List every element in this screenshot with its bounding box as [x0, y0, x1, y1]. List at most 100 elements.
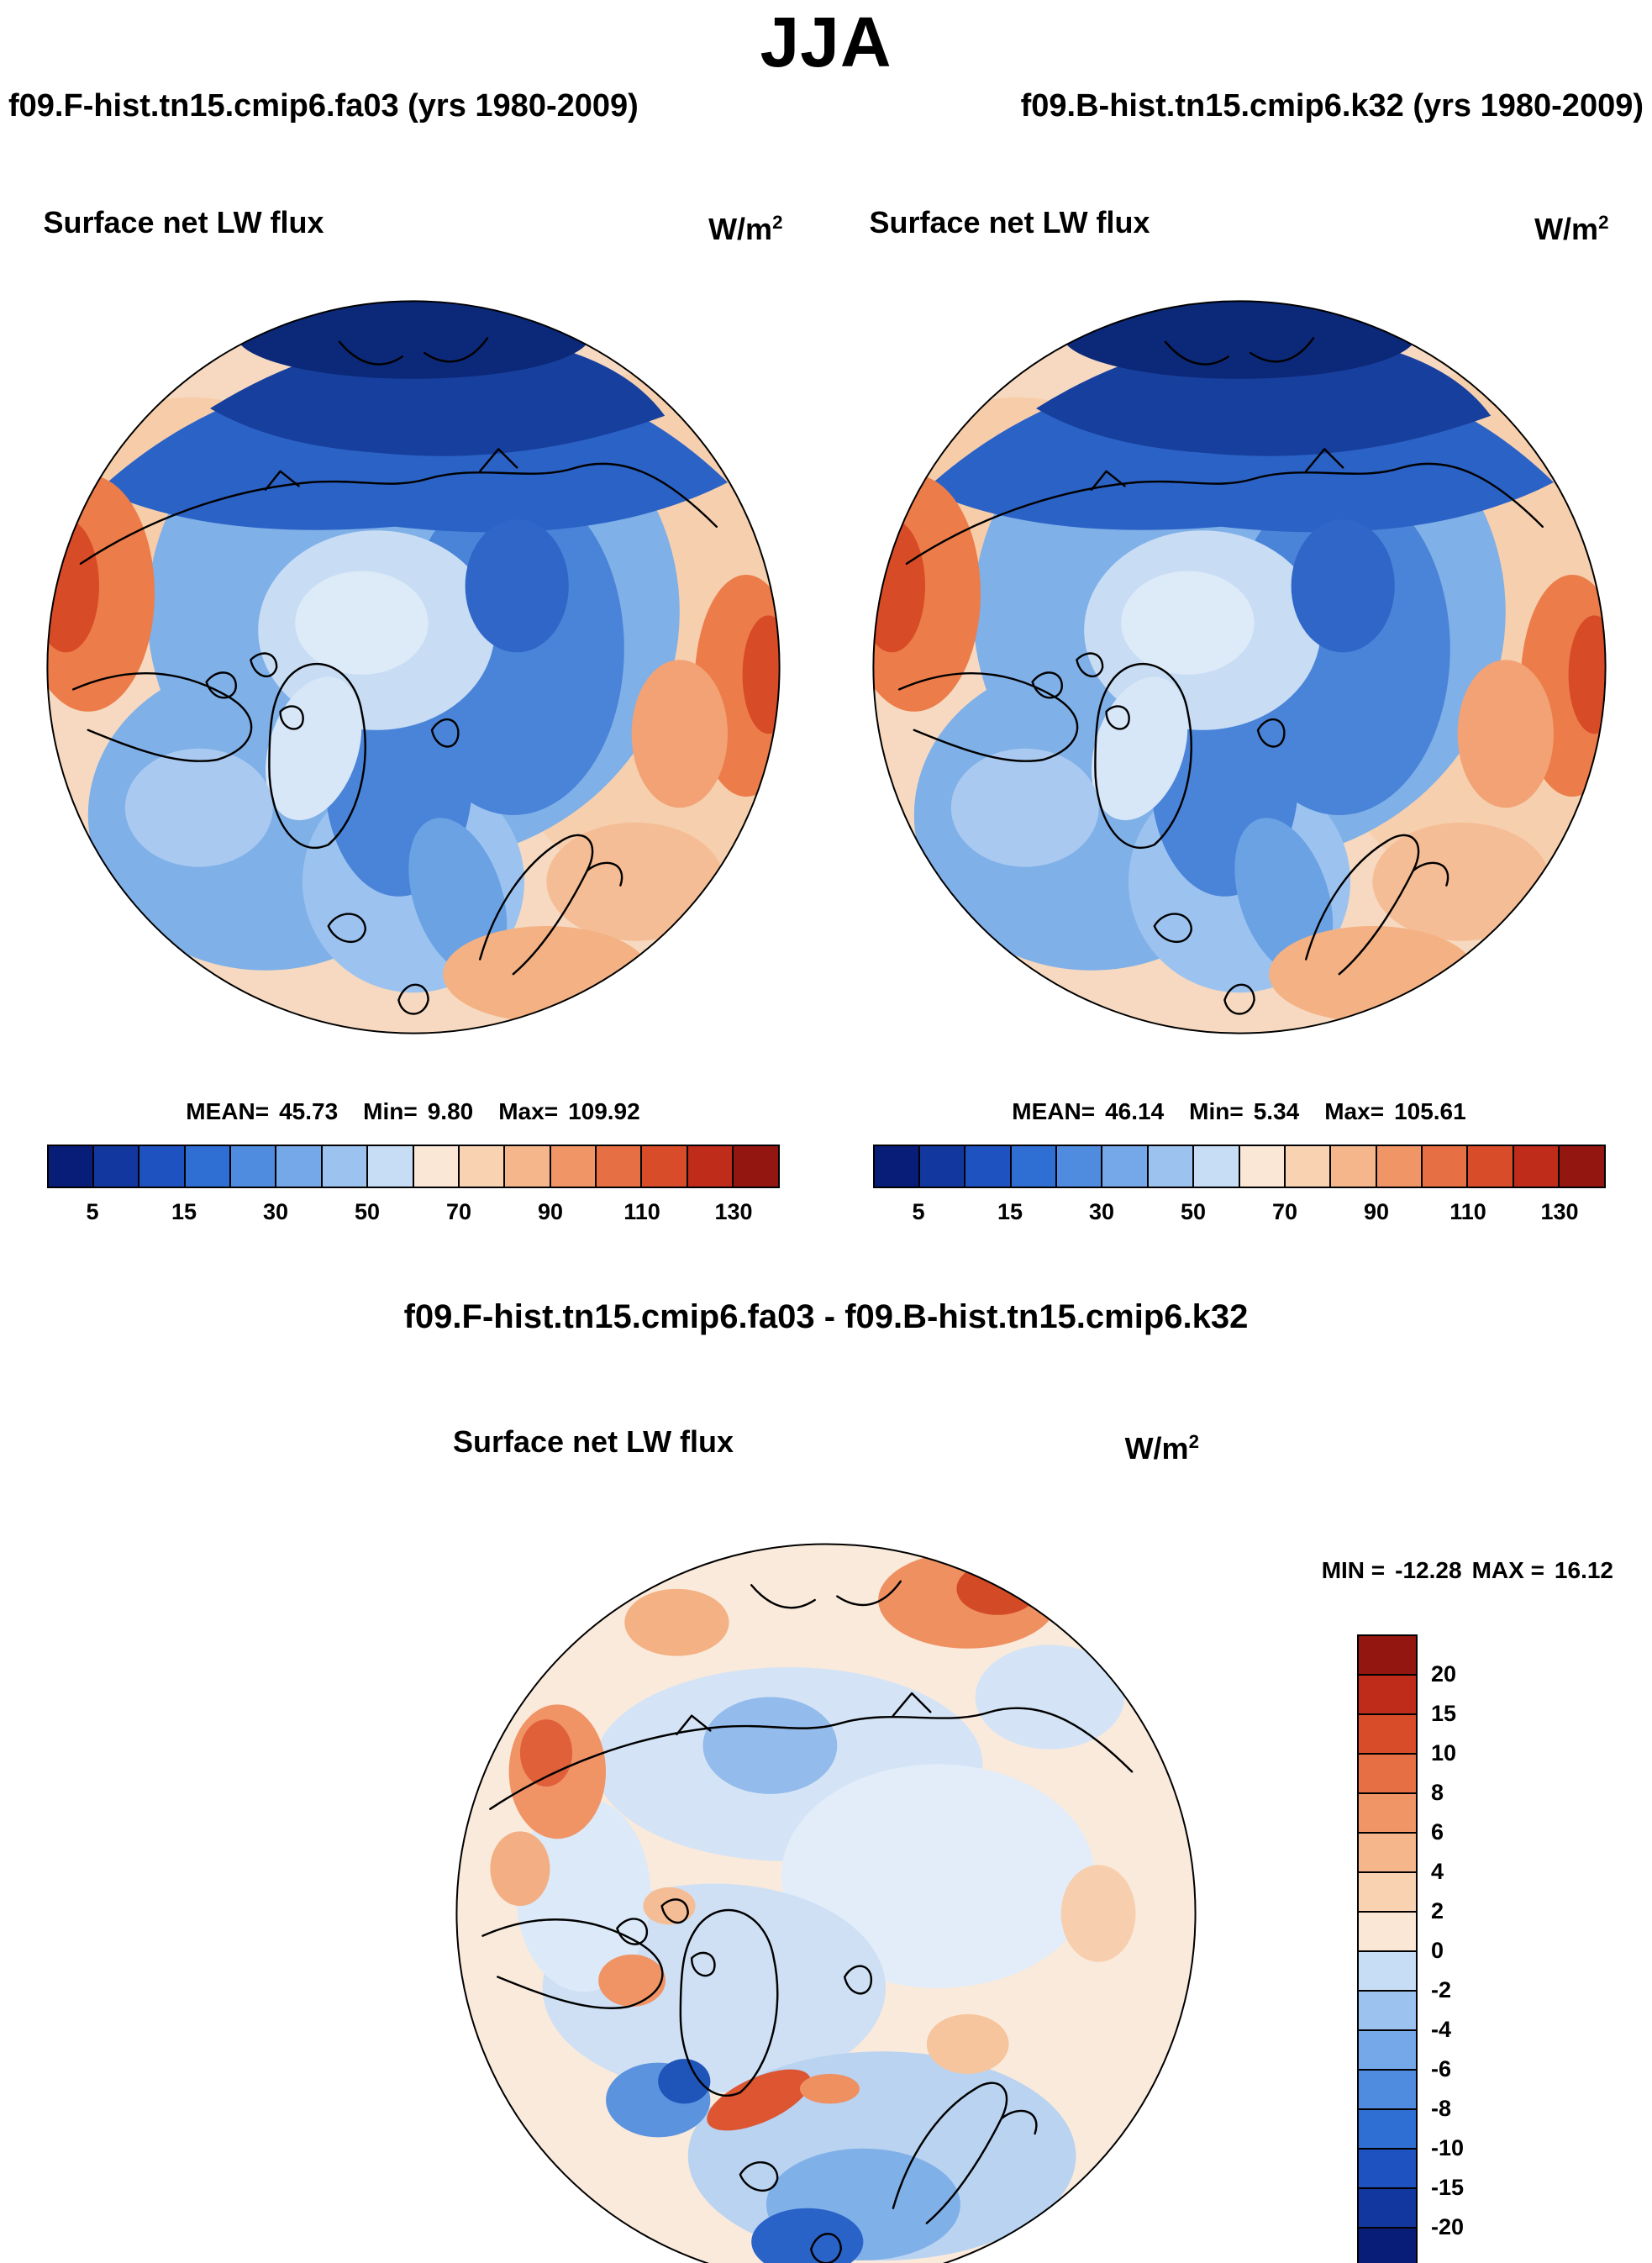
polar-map-difference [453, 1540, 1199, 2263]
colorbar-tick-label: 110 [623, 1199, 660, 1224]
colorbar-cell [1359, 2150, 1416, 2189]
colorbar-left-ticks: 5 15 30 50 70 90 110 130 [47, 1198, 780, 1225]
colorbar-tick-label: 130 [1540, 1199, 1579, 1224]
panel-right: Surface net LW flux W/m2 MEAN= 46.14 Min=… [826, 205, 1652, 1225]
colorbar-tick-label: -2 [1431, 1977, 1452, 2002]
colorbar-tick-label: 30 [1088, 1199, 1115, 1224]
colorbar-cell [231, 1146, 277, 1187]
max-stat: Max= 109.92 [498, 1097, 639, 1126]
colorbar-cell [1194, 1146, 1240, 1187]
colorbar-cell [1359, 1676, 1416, 1715]
colorbar-cell [505, 1146, 551, 1187]
mean-label: MEAN= [1012, 1098, 1096, 1124]
diff-max-value: 16.12 [1554, 1557, 1613, 1583]
colorbar-cell [734, 1146, 778, 1187]
colorbar-cell [1285, 1146, 1332, 1187]
diff-min-label: MIN = [1321, 1557, 1386, 1583]
panel-left-header: Surface net LW flux W/m2 [44, 205, 783, 247]
colorbar-cell [1102, 1146, 1149, 1187]
difference-section: Surface net LW flux W/m2 MIN = -12.28 MA… [0, 1336, 1652, 2263]
colorbar-cell [687, 1146, 734, 1187]
field-label: Surface net LW flux [453, 1424, 734, 1459]
min-stat: Min= 5.34 [1189, 1097, 1299, 1126]
colorbar-tick-label: 90 [537, 1199, 564, 1224]
run-titles-row: f09.F-hist.tn15.cmip6.fa03 (yrs 1980-200… [0, 87, 1652, 124]
units-label: W/m2 [708, 205, 782, 247]
colorbar-tick-label: 70 [1271, 1199, 1298, 1224]
colorbar-difference [1357, 1634, 1418, 2263]
units-exponent: 2 [1188, 1431, 1199, 1452]
colorbar-tick-label: 10 [1431, 1740, 1457, 1766]
mean-stat: MEAN= 45.73 [186, 1097, 338, 1126]
colorbar-cell [1359, 1913, 1416, 1952]
colorbar-cell [1359, 2110, 1416, 2150]
colorbar-cell [93, 1146, 140, 1187]
colorbar-cell [1359, 1834, 1416, 1873]
colorbar-cell [1359, 1873, 1416, 1913]
colorbar-cell [459, 1146, 506, 1187]
colorbar-tick-label: 5 [86, 1199, 99, 1224]
panel-right-header: Surface net LW flux W/m2 [870, 205, 1609, 247]
colorbar-cell [874, 1146, 920, 1187]
diff-min-value: -12.28 [1395, 1557, 1462, 1583]
colorbar-cell [1359, 1636, 1416, 1676]
colorbar-right-ticks: 5 15 30 50 70 90 110 130 [873, 1198, 1606, 1225]
units-exponent: 2 [1598, 212, 1609, 233]
colorbar-tick-label: 90 [1363, 1199, 1390, 1224]
colorbar-tick-label: 8 [1431, 1780, 1444, 1805]
colorbar-tick-label: 4 [1431, 1859, 1444, 1884]
colorbar-tick-label: -20 [1431, 2214, 1465, 2239]
colorbar-cell [413, 1146, 460, 1187]
colorbar-cell [1359, 2189, 1416, 2229]
colorbar-cell [1359, 1755, 1416, 1794]
colorbar-tick-label: -15 [1431, 2175, 1465, 2200]
colorbar-cell [642, 1146, 688, 1187]
mean-value: 45.73 [279, 1098, 339, 1124]
colorbar-cell [1359, 1992, 1416, 2031]
colorbar-cell [1359, 1715, 1416, 1755]
units-exponent: 2 [772, 212, 783, 233]
min-value: 9.80 [427, 1098, 474, 1124]
right-run-title: f09.B-hist.tn15.cmip6.k32 (yrs 1980-2009… [1020, 88, 1644, 124]
colorbar-tick-label: 2 [1431, 1898, 1444, 1924]
colorbar-cell [1148, 1146, 1195, 1187]
difference-panel-header: Surface net LW flux W/m2 [453, 1424, 1199, 1466]
season-title: JJA [760, 3, 892, 82]
max-label: Max= [1324, 1098, 1385, 1124]
max-value: 105.61 [1394, 1098, 1466, 1124]
colorbar-cell [1359, 1794, 1416, 1834]
mean-label: MEAN= [186, 1098, 270, 1124]
colorbar-tick-label: 5 [912, 1199, 925, 1224]
colorbar-tick-label: 0 [1431, 1938, 1444, 1963]
colorbar-cell [1560, 1146, 1604, 1187]
diff-max-label: MAX = [1471, 1557, 1544, 1583]
colorbar-tick-label: -4 [1431, 2017, 1452, 2042]
colorbar-cell [1359, 2229, 1416, 2263]
colorbar-cell [965, 1146, 1012, 1187]
colorbar-tick-label: 20 [1431, 1661, 1457, 1687]
colorbar-tick-label: 110 [1449, 1199, 1486, 1224]
colorbar-cell [919, 1146, 966, 1187]
colorbar-right [872, 1145, 1606, 1188]
colorbar-cell [1359, 2031, 1416, 2071]
polar-map-left [44, 297, 783, 1037]
colorbar-cell [48, 1146, 94, 1187]
colorbar-tick-label: 50 [1180, 1199, 1207, 1224]
colorbar-left [46, 1145, 780, 1188]
min-stat: Min= 9.80 [363, 1097, 473, 1126]
panel-left: Surface net LW flux W/m2 MEAN= 45.73 Min=… [0, 205, 826, 1225]
colorbar-cell [597, 1146, 643, 1187]
units-base: W/m [708, 212, 773, 246]
colorbar-tick-label: -8 [1431, 2096, 1452, 2121]
colorbar-cell [322, 1146, 369, 1187]
colorbar-cell [1468, 1146, 1514, 1187]
colorbar-cell [1359, 1952, 1416, 1992]
min-value: 5.34 [1253, 1098, 1300, 1124]
colorbar-tick-label: -6 [1431, 2056, 1452, 2081]
min-label: Min= [1189, 1098, 1244, 1124]
colorbar-cell [1423, 1146, 1469, 1187]
units-label: W/m2 [1534, 205, 1608, 247]
colorbar-cell [1513, 1146, 1560, 1187]
colorbar-tick-label: 50 [354, 1199, 381, 1224]
colorbar-difference-ticks: 20 15 10 8 6 4 2 0 -2 -4 -6 -8 -10 -15 -20 [1431, 1655, 1464, 2247]
